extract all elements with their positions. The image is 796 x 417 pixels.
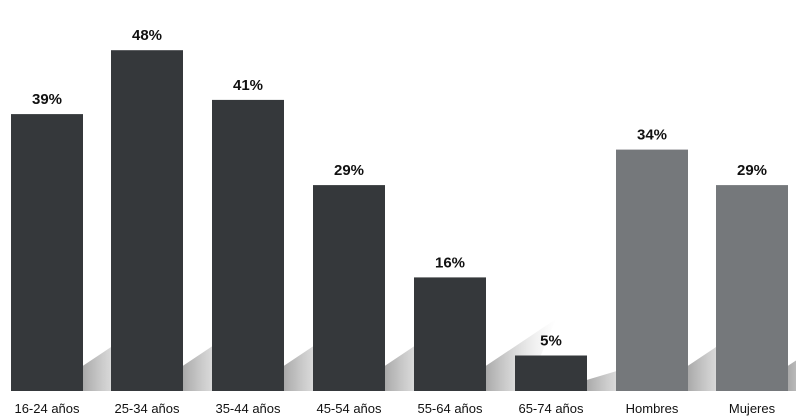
value-label-4: 29% [334, 162, 364, 179]
value-label-3: 41% [233, 77, 263, 94]
category-label-5: 55-64 años [417, 401, 483, 416]
value-label-7: 34% [637, 127, 667, 144]
category-label-2: 25-34 años [114, 401, 180, 416]
bars-group [11, 50, 788, 392]
bar-7 [616, 149, 688, 391]
value-label-8: 29% [737, 162, 767, 179]
value-label-2: 48% [132, 27, 162, 44]
value-labels-group: 39% 48% 41% 29% 16% 5% 34% 29% [32, 27, 767, 349]
bar-3 [212, 99, 284, 392]
category-labels-group: 16-24 años 25-34 años 35-44 años 45-54 años… [14, 401, 775, 416]
bar-6 [515, 355, 587, 391]
bar-8 [716, 185, 788, 391]
bar-2 [111, 50, 183, 391]
bar-4 [313, 185, 385, 391]
category-label-3: 35-44 años [215, 401, 281, 416]
value-label-5: 16% [435, 254, 465, 271]
value-label-6: 5% [540, 333, 562, 350]
category-label-6: 65-74 años [518, 401, 584, 416]
bar-1 [11, 114, 83, 391]
value-label-1: 39% [32, 91, 62, 108]
category-label-1: 16-24 años [14, 401, 80, 416]
bar-shadow [788, 360, 796, 391]
bar-5 [414, 277, 486, 391]
category-label-7: Hombres [626, 401, 679, 416]
category-label-8: Mujeres [729, 401, 776, 416]
bar-shadow [486, 319, 556, 391]
category-label-4: 45-54 años [316, 401, 382, 416]
